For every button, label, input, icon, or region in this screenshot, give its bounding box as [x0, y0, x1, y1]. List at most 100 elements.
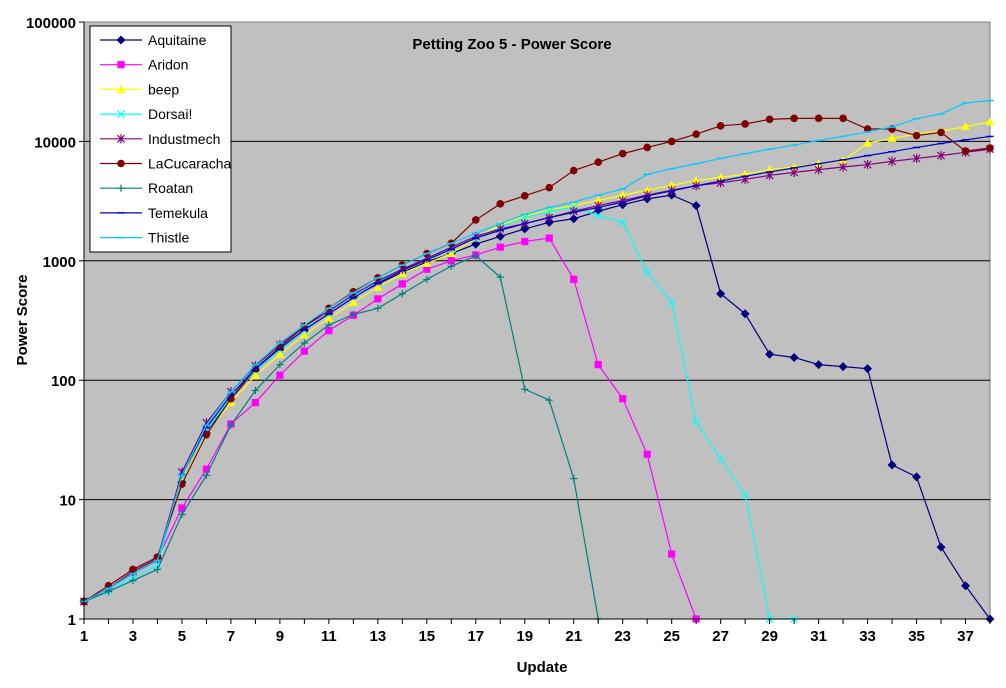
data-point-roatan [447, 262, 455, 270]
data-point-dorsai [643, 268, 652, 277]
data-point-roatan [423, 275, 431, 283]
data-point-aridon [300, 347, 308, 355]
legend-marker [117, 61, 125, 69]
series-line-roatan [83, 255, 599, 620]
data-point-dorsai [667, 298, 676, 307]
series-line-thistle [83, 99, 991, 603]
data-point-roatan [472, 252, 480, 260]
series-line-beep [83, 121, 991, 603]
y-tick-label: 10000 [34, 134, 76, 151]
data-point-lacucaracha [814, 114, 823, 123]
data-point-roatan [325, 321, 333, 329]
x-tick-label: 3 [129, 628, 137, 645]
x-tick-label: 5 [178, 628, 186, 645]
data-point-roatan [521, 385, 529, 393]
data-point-roatan [276, 361, 284, 369]
data-point-industmech [814, 165, 823, 175]
data-point-dorsai [594, 211, 603, 220]
data-point-beep [422, 258, 432, 267]
x-tick-label: 23 [614, 628, 631, 645]
chart-title: Petting Zoo 5 - Power Score [412, 36, 611, 53]
data-point-roatan [202, 471, 211, 479]
data-point-aridon [496, 243, 504, 251]
data-point-aquitaine [569, 214, 579, 224]
x-tick-label: 21 [565, 628, 582, 645]
legend-marker [116, 110, 126, 119]
data-point-aridon [447, 257, 455, 265]
legend-item-temekula: Temekula [100, 205, 208, 221]
x-tick-label: 27 [712, 628, 729, 645]
data-point-lacucaracha [863, 125, 872, 133]
x-tick-label: 25 [663, 628, 680, 645]
x-tick-label: 31 [810, 628, 827, 645]
series-roatan [80, 252, 602, 623]
data-point-aquitaine [961, 581, 971, 591]
data-point-industmech [569, 206, 578, 216]
legend-item-dorsai: Dorsai! [100, 106, 192, 122]
legend-item-aquitaine: Aquitaine [100, 32, 207, 48]
data-point-lacucaracha [937, 128, 945, 137]
data-point-beep [348, 297, 358, 306]
legend-marker [116, 134, 126, 144]
data-point-aridon [619, 395, 627, 403]
data-point-beep [691, 176, 701, 185]
series-thistle [80, 99, 994, 603]
legend: Aquitaine Aridon beep Dorsai! Industmech LaCu… [89, 25, 232, 253]
x-tick-label: 11 [321, 628, 337, 645]
data-point-lacucaracha [667, 137, 676, 146]
data-point-beep [569, 201, 579, 210]
x-tick-label: 33 [859, 628, 876, 645]
data-point-beep [373, 282, 383, 291]
y-axis-label: Power Score [14, 275, 31, 366]
legend-label: Dorsai! [148, 106, 192, 122]
data-point-aquitaine [716, 289, 726, 299]
y-tick-label: 100000 [26, 15, 76, 32]
data-point-industmech [863, 159, 872, 170]
data-point-aridon [521, 237, 529, 246]
x-tick-label: 37 [957, 628, 974, 645]
legend-label: Aquitaine [148, 32, 207, 48]
data-point-beep [299, 330, 309, 339]
data-point-lacucaracha [471, 216, 480, 224]
data-point-dorsai [716, 454, 725, 463]
x-tick-label: 35 [908, 628, 925, 645]
data-point-aquitaine [789, 352, 799, 362]
data-point-aridon [178, 504, 186, 512]
x-tick-label: 17 [467, 628, 484, 645]
data-point-industmech [790, 167, 799, 178]
data-point-lacucaracha [692, 130, 700, 138]
legend-item-roatan: Roatan [100, 180, 193, 196]
data-point-roatan [178, 510, 186, 519]
legend-marker [117, 159, 125, 168]
legend-label: Industmech [148, 131, 220, 147]
data-point-roatan [153, 565, 162, 574]
data-point-dorsai [545, 207, 554, 216]
legend-item-industmech: Industmech [100, 131, 220, 147]
x-tick-label: 15 [418, 628, 435, 645]
data-point-beep [961, 122, 971, 131]
data-point-roatan [545, 396, 553, 404]
data-point-aridon [374, 295, 382, 303]
legend-item-aridon: Aridon [100, 57, 188, 73]
legend-label: Temekula [148, 205, 208, 221]
data-point-lacucaracha [545, 183, 554, 192]
data-point-lacucaracha [569, 166, 578, 175]
legend-marker [116, 84, 126, 93]
data-point-dorsai [618, 218, 627, 227]
data-point-lacucaracha [129, 565, 137, 574]
data-point-beep [667, 180, 677, 189]
series-line-lacucaracha [83, 117, 991, 603]
data-point-beep [863, 138, 873, 147]
data-point-aquitaine [471, 239, 481, 249]
data-point-lacucaracha [961, 147, 970, 155]
data-point-lacucaracha [643, 143, 651, 152]
data-point-industmech [839, 162, 848, 172]
x-tick-label: 1 [80, 628, 88, 645]
data-point-lacucaracha [594, 158, 603, 166]
x-tick-label: 7 [227, 628, 235, 645]
y-tick-label: 1000 [43, 254, 76, 271]
data-point-lacucaracha [741, 120, 749, 128]
data-point-beep [250, 370, 260, 379]
data-point-aridon [276, 371, 284, 379]
